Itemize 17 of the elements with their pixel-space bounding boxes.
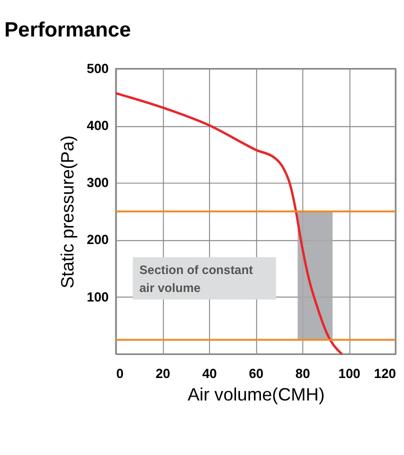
y-tick-label: 100 [86, 289, 109, 304]
x-tick-label: 100 [338, 366, 360, 382]
x-tick-label: 0 [116, 366, 124, 382]
x-tick-label: 20 [156, 366, 170, 382]
line-series [114, 92, 344, 356]
y-tick-label: 200 [86, 232, 109, 248]
x-tick-label: 120 [374, 366, 396, 382]
y-tick-label: 400 [86, 118, 109, 134]
x-tick-label: 80 [295, 366, 310, 382]
x-tick-label: 60 [248, 366, 264, 382]
chart-title: Performance [4, 18, 131, 42]
y-axis-title: Static pressure(Pa) [58, 135, 78, 288]
y-tick-label: 500 [86, 60, 109, 76]
y-tick-label: 300 [86, 175, 109, 190]
x-axis-title: Air volume(CMH) [188, 384, 325, 405]
x-tick-label: 40 [202, 366, 217, 382]
annotation: Section of constant air volume [139, 263, 253, 295]
